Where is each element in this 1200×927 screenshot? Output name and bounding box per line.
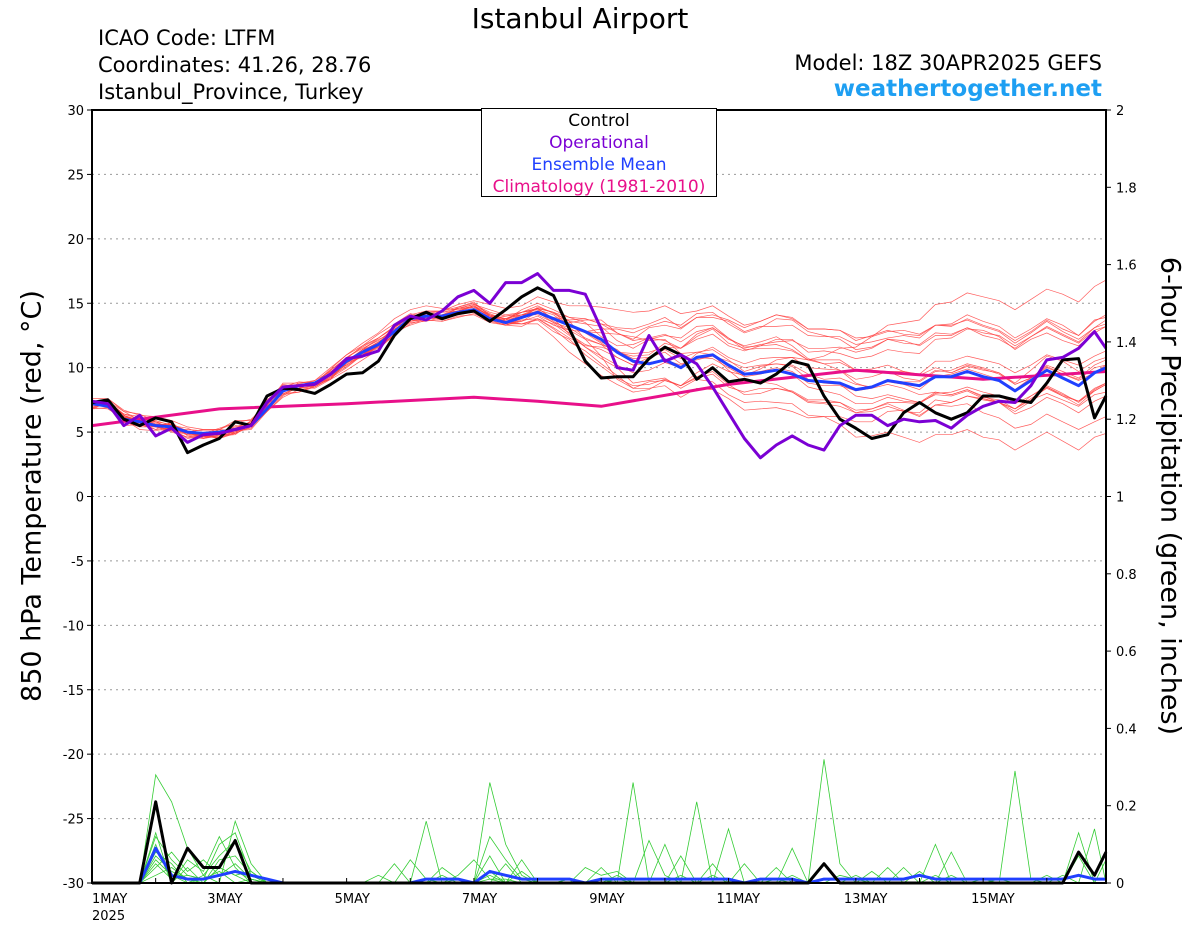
x-tick-sublabel: 2025: [92, 909, 125, 924]
temperature-ensemble-mean-line: [91, 308, 1107, 435]
temperature-member-line: [92, 296, 1107, 430]
chart-title: Istanbul Airport: [471, 2, 689, 35]
grid-lines: [92, 173, 1106, 820]
y-tick-label-right: 0.2: [1116, 800, 1137, 815]
plot-frame: [91, 109, 1107, 884]
legend-entry-control: Control: [568, 111, 630, 131]
y-tick-label-right: 1.8: [1116, 181, 1137, 196]
y-tick-label-right: 1: [1116, 491, 1124, 506]
precip-member-line: [92, 801, 1107, 885]
precip-control-line: [92, 800, 1108, 885]
y-tick-label-left: -5: [71, 555, 84, 570]
y-tick-label-right: 0.8: [1116, 568, 1137, 583]
temperature-operational-line: [91, 272, 1108, 460]
y-tick-label-left: 30: [67, 104, 84, 119]
temperature-climatology-line: [91, 368, 1107, 428]
y-tick-label-right: 1.2: [1116, 413, 1137, 428]
y-tick-label-left: -15: [63, 684, 84, 699]
precip-main-series-lines: [92, 800, 1108, 885]
x-tick-label: 1MAY: [92, 892, 127, 907]
temperature-member-line: [91, 314, 1107, 438]
y-tick-label-left: -20: [63, 748, 84, 763]
x-tick-label: 9MAY: [589, 892, 624, 907]
legend: Control Operational Ensemble Mean Climat…: [481, 108, 717, 197]
y-tick-label-right: 1.6: [1116, 259, 1137, 274]
y-tick-label-left: 25: [67, 168, 84, 183]
y-tick-label-left: 0: [76, 491, 84, 506]
y-tick-label-left: -30: [63, 877, 84, 892]
y-tick-label-right: 0: [1116, 877, 1124, 892]
y-tick-label-right: 0.6: [1116, 645, 1137, 660]
site-link[interactable]: weathertogether.net: [833, 76, 1102, 102]
y-tick-label-left: 15: [67, 297, 84, 312]
y-tick-label-left: 20: [67, 233, 84, 248]
y-tick-label-right: 1.4: [1116, 336, 1137, 351]
x-tick-label: 11MAY: [717, 892, 761, 907]
model-run-label: Model: 18Z 30APR2025 GEFS: [794, 51, 1102, 75]
main-series-lines: [91, 272, 1108, 460]
y-tick-label-right: 2: [1116, 104, 1124, 119]
y-tick-label-right: 0.4: [1116, 722, 1137, 737]
province-label: Istanbul_Province, Turkey: [98, 80, 364, 104]
legend-entry-operational: Operational: [549, 133, 649, 153]
x-tick-label: 15MAY: [971, 892, 1015, 907]
legend-entry-ensemble-mean: Ensemble Mean: [531, 155, 667, 175]
legend-entry-climatology: Climatology (1981-2010): [492, 177, 706, 197]
temperature-control-line: [91, 286, 1108, 455]
y-tick-label-left: -10: [63, 619, 84, 634]
coordinates-label: Coordinates: 41.26, 28.76: [98, 53, 372, 77]
x-tick-label: 13MAY: [844, 892, 888, 907]
y-tick-label-left: -25: [63, 813, 84, 828]
y-tick-label-left: 5: [76, 426, 84, 441]
axis-ticks: -30-25-20-15-10-505101520253000.20.40.60…: [63, 104, 1137, 924]
icao-code-label: ICAO Code: LTFM: [98, 26, 276, 50]
y-tick-label-left: 10: [67, 362, 84, 377]
x-tick-label: 7MAY: [462, 892, 497, 907]
x-tick-label: 5MAY: [335, 892, 370, 907]
x-tick-label: 3MAY: [207, 892, 242, 907]
